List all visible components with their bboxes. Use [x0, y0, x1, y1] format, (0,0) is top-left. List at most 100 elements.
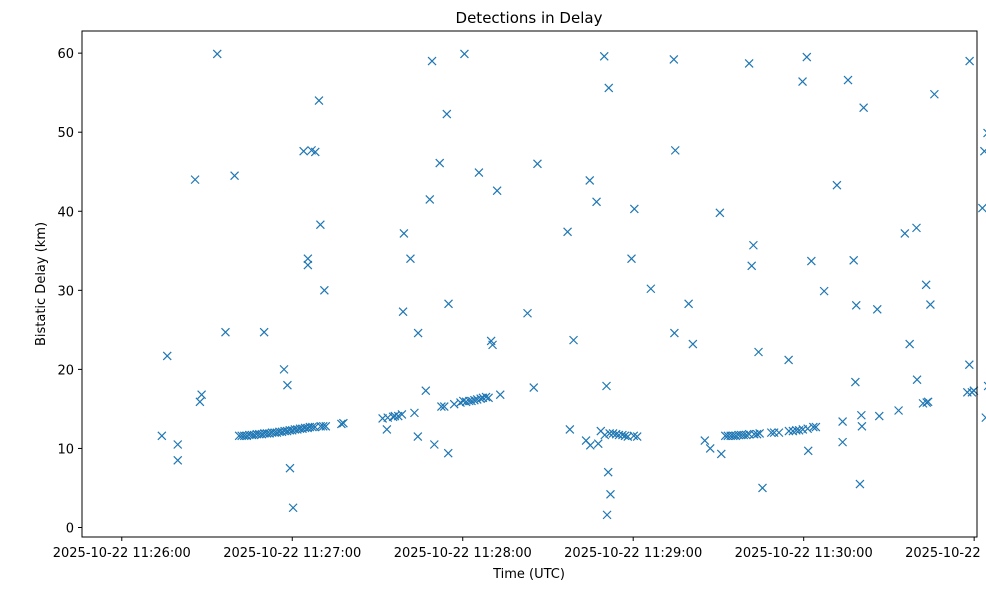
data-point: [382, 425, 392, 434]
y-tick-label: 20: [57, 363, 74, 378]
data-point: [684, 299, 694, 309]
data-point: [338, 418, 348, 428]
y-axis-label: Bistatic Delay (km): [34, 222, 49, 346]
data-point: [593, 439, 603, 449]
x-tick-label: 2025-10-22 11:29:00: [564, 546, 702, 561]
x-axis: 2025-10-22 11:26:00 2025-10-22 11:27:00 20…: [53, 537, 986, 561]
data-point: [285, 463, 295, 473]
data-point: [435, 158, 445, 168]
data-point: [600, 430, 610, 440]
data-point: [390, 411, 400, 421]
data-point: [843, 75, 853, 85]
data-point: [467, 396, 476, 406]
x-tick-label: 2025-10-22 11:31:00: [905, 546, 986, 561]
data-point: [484, 393, 494, 403]
data-point: [752, 429, 762, 439]
data-point: [602, 510, 612, 520]
data-point: [439, 402, 449, 411]
data-point: [427, 56, 437, 66]
data-point: [190, 175, 200, 185]
data-point: [977, 203, 986, 213]
data-point: [410, 408, 419, 418]
data-point: [632, 432, 642, 442]
data-point: [688, 339, 698, 349]
data-point: [803, 424, 813, 434]
data-point: [620, 431, 630, 441]
data-point: [965, 56, 975, 66]
data-point: [806, 256, 816, 266]
data-point: [670, 145, 680, 155]
data-point: [716, 449, 726, 459]
data-point: [811, 422, 821, 432]
data-point: [336, 419, 346, 429]
data-point: [599, 51, 609, 61]
data-point: [874, 411, 884, 421]
y-tick-label: 10: [57, 442, 74, 457]
data-point: [794, 425, 804, 435]
data-point: [627, 254, 636, 264]
data-point: [303, 260, 313, 270]
data-point: [195, 397, 205, 407]
data-point: [784, 355, 794, 365]
data-point: [606, 489, 615, 499]
data-point: [492, 186, 502, 196]
data-point: [476, 394, 486, 404]
data-point: [929, 89, 939, 99]
data-point: [413, 432, 423, 442]
data-point: [912, 375, 922, 385]
data-point: [212, 49, 222, 59]
data-point: [563, 227, 572, 237]
data-point: [173, 455, 183, 465]
data-point: [905, 339, 915, 349]
data-point: [421, 386, 431, 396]
data-point: [744, 58, 754, 68]
data-point: [565, 425, 575, 434]
data-point: [832, 180, 842, 190]
chart-title: Detections in Delay: [456, 9, 603, 27]
data-point: [983, 381, 986, 391]
data-point: [758, 483, 767, 493]
data-point: [221, 327, 230, 337]
data-point: [173, 440, 183, 449]
data-point: [279, 364, 289, 374]
data-point: [569, 335, 578, 345]
data-points: [157, 49, 986, 520]
data-point: [849, 255, 859, 265]
x-tick-label: 2025-10-22 11:26:00: [53, 546, 191, 561]
data-point: [230, 171, 240, 181]
data-point: [319, 285, 329, 295]
data-point: [495, 390, 505, 400]
data-point: [741, 430, 751, 440]
data-point: [474, 168, 484, 177]
data-point: [321, 421, 331, 431]
data-point: [808, 422, 818, 432]
data-point: [608, 429, 618, 438]
data-point: [700, 436, 710, 445]
data-point: [592, 197, 601, 207]
y-axis: 0 10 20 30 40 50 60: [57, 47, 82, 537]
data-point: [964, 360, 974, 370]
data-point: [705, 444, 715, 453]
x-axis-label: Time (UTC): [492, 567, 565, 582]
data-point: [900, 228, 910, 238]
data-point: [585, 440, 595, 450]
data-point: [766, 428, 776, 438]
data-point: [318, 421, 328, 431]
data-point: [851, 300, 861, 310]
data-point: [857, 421, 867, 431]
data-point: [979, 146, 986, 156]
data-point: [299, 146, 309, 156]
data-point: [443, 448, 453, 458]
data-point: [646, 284, 656, 294]
data-point: [315, 220, 325, 230]
data-point: [754, 347, 763, 357]
data-point: [398, 307, 408, 317]
data-point: [413, 328, 423, 338]
data-point: [803, 446, 813, 456]
data-point: [921, 280, 931, 290]
data-point: [604, 83, 614, 93]
data-point: [617, 430, 627, 440]
x-tick-label: 2025-10-22 11:27:00: [223, 546, 361, 561]
data-point: [802, 52, 812, 62]
